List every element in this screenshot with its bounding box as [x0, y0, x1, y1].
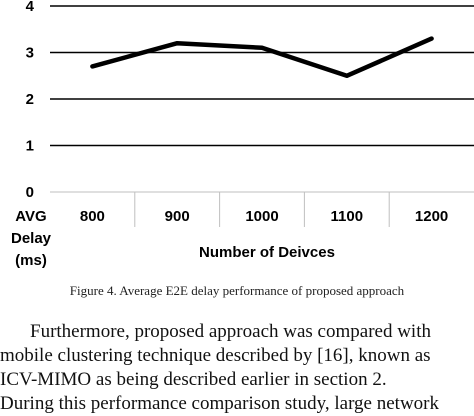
x-tick-label: 800	[80, 208, 105, 225]
body-line: mobile clustering technique described by…	[0, 345, 431, 366]
y-axis-label: AVG Delay (ms)	[11, 208, 52, 269]
y-tick-label: 2	[26, 91, 34, 108]
x-axis-label: Number of Deivces	[199, 244, 335, 261]
series-line	[90, 36, 434, 79]
x-tick-label: 1100	[331, 208, 364, 225]
y-axis-label-line: AVG	[15, 208, 46, 225]
y-tick-label: 3	[26, 45, 34, 62]
figure-caption: Figure 4. Average E2E delay performance …	[69, 283, 405, 298]
body-line: Furthermore, proposed approach was compa…	[30, 321, 431, 342]
grid-lines	[50, 5, 474, 227]
body-line: During this performance comparison study…	[0, 393, 439, 414]
x-tick-labels: 800 900 1000 1100 1200	[80, 208, 448, 225]
y-tick-labels: 0 1 2 3 4	[26, 0, 35, 201]
y-axis-label-line: (ms)	[15, 252, 47, 269]
y-tick-label: 4	[26, 0, 35, 15]
body-paragraph: Furthermore, proposed approach was compa…	[0, 320, 474, 416]
body-line: ICV-MIMO as being described earlier in s…	[0, 369, 387, 390]
y-tick-label: 0	[26, 184, 34, 201]
y-axis-label-line: Delay	[11, 230, 52, 247]
x-tick-label: 900	[165, 208, 190, 225]
line-chart: 0 1 2 3 4 800 900 1000 1100 1200 AVG Delay (ms) Nu…	[11, 0, 474, 269]
x-tick-label: 1200	[415, 208, 448, 225]
y-tick-label: 1	[26, 138, 34, 155]
x-tick-label: 1000	[245, 208, 278, 225]
